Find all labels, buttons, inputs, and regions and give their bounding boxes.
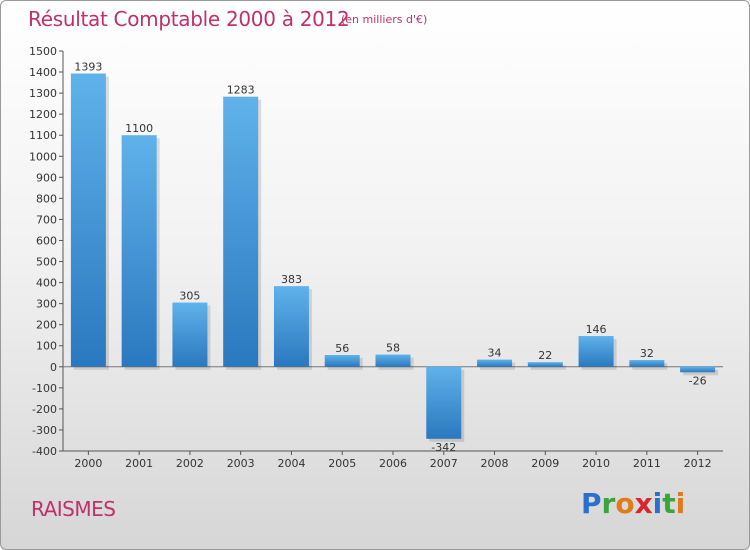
x-tick-label: 2007 — [430, 457, 458, 470]
logo-letter: i — [675, 487, 686, 520]
logo-letter: r — [601, 487, 616, 520]
x-tick-label: 2001 — [125, 457, 153, 470]
y-tick-label: 1400 — [29, 66, 57, 79]
x-tick-label: 2005 — [328, 457, 356, 470]
value-label: 383 — [281, 273, 302, 286]
value-label: 22 — [538, 349, 552, 362]
x-tick-label: 2002 — [176, 457, 204, 470]
logo-letter: x — [634, 487, 653, 520]
bar-2007 — [426, 366, 462, 439]
bar-2005 — [324, 355, 360, 367]
y-tick-label: 800 — [36, 192, 57, 205]
commune-name: RAISMES — [31, 497, 116, 521]
logo-letter: P — [581, 487, 602, 520]
y-tick-label: 700 — [36, 213, 57, 226]
y-tick-label: 200 — [36, 319, 57, 332]
y-tick-label: 1300 — [29, 87, 57, 100]
x-tick-label: 2004 — [277, 457, 305, 470]
value-label: 1283 — [227, 84, 255, 97]
y-tick-label: 500 — [36, 256, 57, 269]
value-label: 34 — [488, 347, 502, 360]
bar-shadow — [530, 365, 566, 370]
x-tick-label: 2011 — [633, 457, 661, 470]
y-tick-label: 0 — [50, 361, 57, 374]
bar-shadow — [683, 369, 719, 376]
value-label: 58 — [386, 342, 400, 355]
x-tick-label: 2003 — [227, 457, 255, 470]
bar-2008 — [477, 359, 513, 367]
bar-2002 — [172, 302, 208, 367]
y-tick-label: 400 — [36, 277, 57, 290]
y-tick-label: -300 — [32, 424, 57, 437]
bar-2012 — [680, 366, 716, 373]
bar-2003 — [223, 96, 259, 367]
bar-2004 — [273, 286, 309, 367]
value-label: 1393 — [74, 61, 102, 74]
bar-2011 — [629, 360, 665, 367]
value-label: 305 — [179, 290, 200, 303]
bar-2001 — [121, 135, 157, 367]
bar-2006 — [375, 354, 411, 367]
chart-unit: (en milliers d'€) — [341, 13, 428, 26]
x-tick-label: 2009 — [531, 457, 559, 470]
bar-2000 — [70, 73, 106, 367]
x-tick-label: 2010 — [582, 457, 610, 470]
bar-2009 — [527, 362, 563, 367]
bar-2010 — [578, 336, 614, 367]
proxiti-logo: Proxiti — [581, 487, 685, 520]
x-tick-label: 2012 — [684, 457, 712, 470]
value-label: -342 — [431, 441, 456, 454]
value-label: 32 — [640, 347, 654, 360]
value-label: 1100 — [125, 122, 153, 135]
y-tick-label: 600 — [36, 234, 57, 247]
value-label: -26 — [689, 374, 707, 387]
y-tick-label: -100 — [32, 382, 57, 395]
chart-title: Résultat Comptable 2000 à 2012 — [28, 7, 350, 31]
logo-letter: t — [662, 487, 676, 520]
y-tick-label: 1500 — [29, 45, 57, 58]
y-tick-label: 1000 — [29, 150, 57, 163]
logo-letter: i — [652, 487, 663, 520]
y-tick-label: 300 — [36, 298, 57, 311]
y-tick-label: 1200 — [29, 108, 57, 121]
x-tick-label: 2008 — [481, 457, 509, 470]
y-tick-label: 100 — [36, 340, 57, 353]
y-tick-label: 900 — [36, 171, 57, 184]
value-label: 56 — [335, 342, 349, 355]
x-tick-label: 2006 — [379, 457, 407, 470]
y-tick-label: 1100 — [29, 129, 57, 142]
x-tick-label: 2000 — [74, 457, 102, 470]
y-tick-label: -400 — [32, 445, 57, 458]
logo-letter: o — [615, 487, 635, 520]
y-tick-label: -200 — [32, 403, 57, 416]
value-label: 146 — [586, 323, 607, 336]
